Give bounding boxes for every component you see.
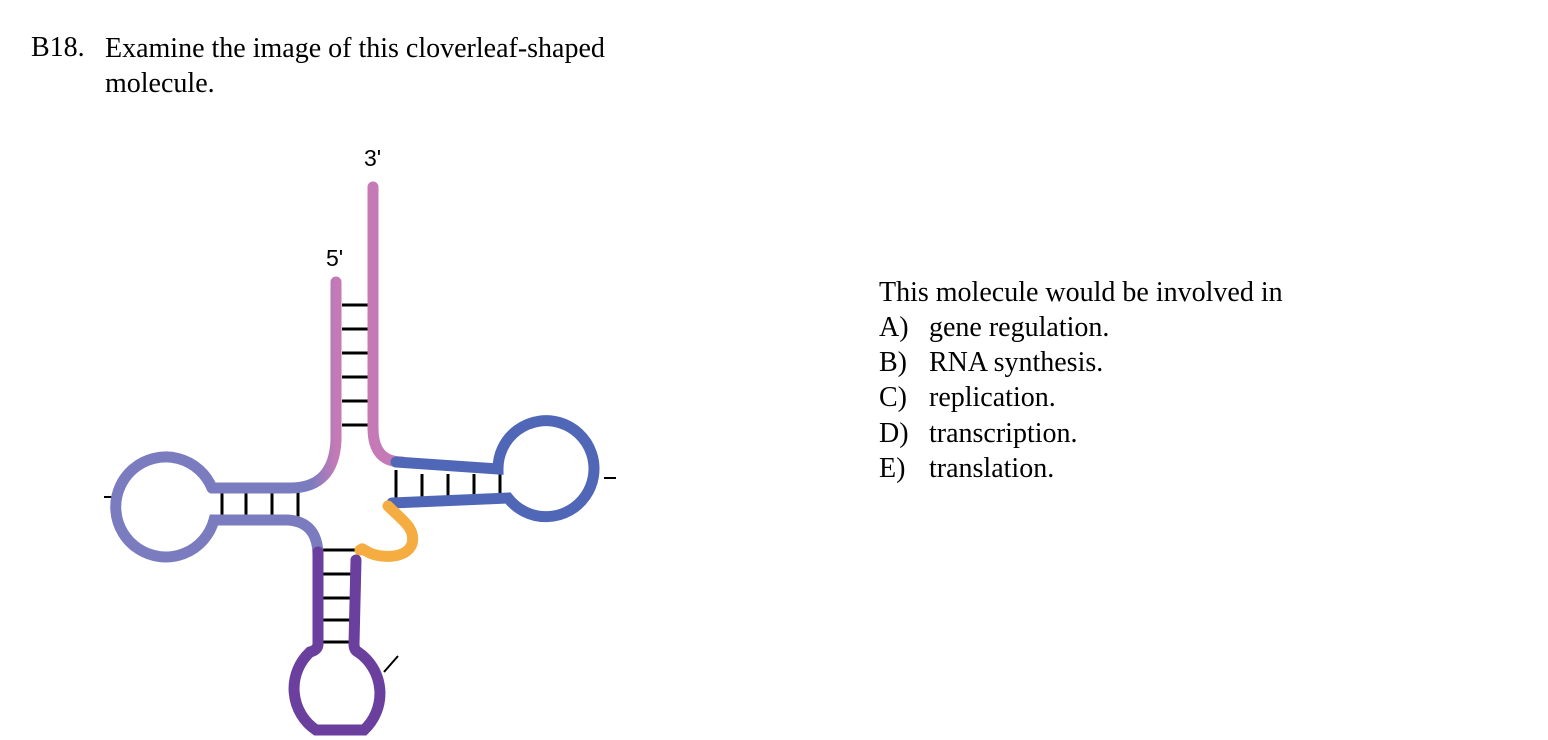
choice-text: transcription. [929, 417, 1078, 449]
choice-letter: A) [879, 312, 909, 343]
five-prime-label: 5' [326, 245, 344, 271]
choice-letter: D) [879, 417, 909, 449]
acceptor-stem-base-pairs [342, 303, 368, 427]
choice-d[interactable]: D) transcription. [879, 416, 1109, 451]
choice-letter: E) [879, 452, 906, 484]
question-number: B18. [31, 32, 85, 63]
trna-diagram [104, 181, 616, 736]
choice-letter: B) [879, 347, 907, 379]
choice-letter: C) [879, 382, 907, 414]
choice-c[interactable]: C) replication. [879, 380, 1109, 415]
question-stem: Examine the image of this cloverleaf-sha… [105, 33, 605, 99]
trna-cloverleaf-figure: 3' 5' [0, 0, 700, 740]
choice-b[interactable]: B) RNA synthesis. [879, 345, 1109, 380]
anticodon-arm-base-pairs [320, 548, 356, 644]
acceptor-5prime-strand [206, 276, 342, 494]
choice-text: replication. [929, 382, 1056, 414]
d-arm-strand [110, 451, 324, 563]
choice-text: RNA synthesis. [929, 347, 1104, 379]
three-prime-label: 3' [364, 145, 382, 171]
choice-text: gene regulation. [929, 312, 1110, 343]
anticodon-arm-strand [288, 546, 386, 736]
answer-choices: A) gene regulation. B) RNA synthesis. C)… [879, 310, 1109, 486]
choice-a[interactable]: A) gene regulation. [879, 310, 1109, 345]
question-prompt: This molecule would be involved in [879, 277, 1283, 308]
tick-marks [104, 477, 616, 673]
variable-loop [354, 500, 419, 562]
t-arm-strand [386, 415, 600, 523]
choice-e[interactable]: E) translation. [879, 451, 1109, 486]
choice-text: translation. [929, 452, 1055, 484]
acceptor-3prime-strand [367, 181, 408, 468]
